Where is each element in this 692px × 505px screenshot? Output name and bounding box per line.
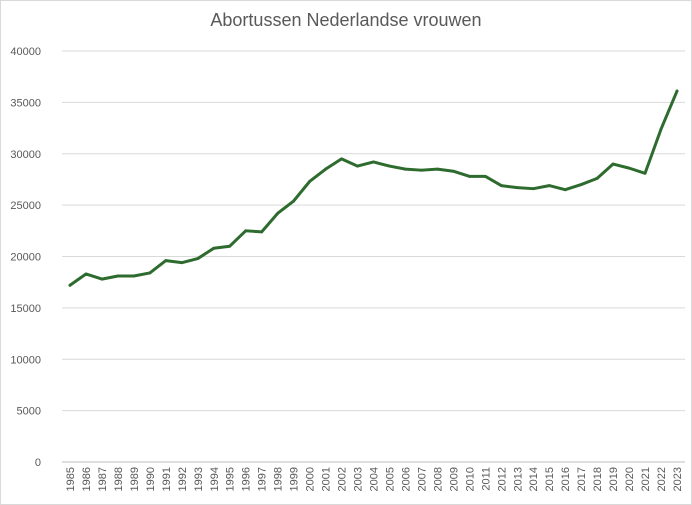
x-axis-ticks: 1985 1986 1987 1988 1989 1990 1991 1992 1993 1994… <box>65 467 684 491</box>
x-tick-label: 2021 <box>640 467 652 491</box>
x-tick-label: 2018 <box>592 467 604 491</box>
x-tick-label: 1992 <box>177 467 189 491</box>
x-tick-label: 1985 <box>65 467 77 491</box>
data-point <box>675 89 679 93</box>
data-point <box>627 166 631 170</box>
x-tick-label: 1998 <box>273 467 285 491</box>
data-point <box>324 167 327 171</box>
gridlines <box>62 50 685 463</box>
data-point <box>499 184 503 188</box>
data-point <box>372 160 375 164</box>
x-tick-label: 2014 <box>528 467 540 491</box>
data-point <box>180 261 184 265</box>
data-point <box>212 246 216 250</box>
x-tick-label: 2005 <box>384 467 396 491</box>
y-tick-label: 0 <box>35 457 41 469</box>
x-tick-label: 2017 <box>576 467 588 491</box>
data-point <box>531 187 535 191</box>
x-tick-label: 2000 <box>305 467 317 491</box>
data-point <box>308 180 312 183</box>
x-tick-label: 2016 <box>560 467 572 491</box>
data-point <box>595 177 599 180</box>
x-tick-label: 2001 <box>321 467 333 491</box>
data-point <box>579 183 583 186</box>
data-point <box>515 186 519 190</box>
x-tick-label: 2008 <box>432 467 444 491</box>
x-tick-label: 2006 <box>400 467 412 491</box>
x-tick-label: 1987 <box>97 467 109 491</box>
x-tick-label: 1999 <box>289 467 301 491</box>
x-tick-label: 1986 <box>81 467 93 491</box>
x-tick-label: 2013 <box>512 467 524 491</box>
chart-title: Abortussen Nederlandse vrouwen <box>210 10 482 30</box>
x-tick-label: 1995 <box>225 467 237 491</box>
y-tick-label: 5000 <box>17 406 41 418</box>
x-tick-label: 2009 <box>448 467 460 491</box>
data-point <box>611 162 615 166</box>
x-tick-label: 2003 <box>353 467 365 491</box>
x-tick-label: 1989 <box>129 467 141 491</box>
data-point <box>164 259 168 263</box>
x-tick-label: 2002 <box>337 467 349 491</box>
series <box>68 89 679 287</box>
x-tick-label: 2011 <box>480 467 492 491</box>
x-tick-label: 2012 <box>496 467 508 491</box>
y-tick-label: 25000 <box>10 200 41 212</box>
data-point <box>420 168 423 172</box>
data-point <box>292 199 296 203</box>
data-point <box>260 230 264 234</box>
data-point <box>483 174 487 178</box>
data-point <box>228 244 232 248</box>
data-point <box>196 257 200 260</box>
x-tick-label: 1988 <box>113 467 125 491</box>
x-tick-label: 1994 <box>209 467 221 491</box>
data-point <box>643 171 647 175</box>
data-point <box>148 271 152 275</box>
y-tick-label: 30000 <box>10 149 41 161</box>
y-tick-label: 15000 <box>10 303 41 315</box>
x-tick-label: 2019 <box>608 467 620 491</box>
data-point <box>563 188 567 192</box>
data-point <box>451 169 455 173</box>
data-point <box>404 167 407 171</box>
x-tick-label: 2010 <box>464 467 476 491</box>
data-point <box>244 229 248 233</box>
x-tick-label: 2004 <box>369 467 381 491</box>
data-point <box>356 164 359 168</box>
x-tick-label: 2023 <box>672 467 684 491</box>
data-point <box>388 164 391 168</box>
data-point <box>84 272 88 276</box>
x-tick-label: 1996 <box>241 467 253 491</box>
x-tick-label: 2022 <box>656 467 668 491</box>
data-point <box>659 127 663 131</box>
data-point <box>276 211 280 215</box>
data-point <box>132 274 136 278</box>
data-point <box>547 184 551 188</box>
x-tick-label: 2020 <box>624 467 636 491</box>
x-tick-label: 1993 <box>193 467 205 491</box>
data-point <box>68 283 72 287</box>
data-point <box>467 174 471 178</box>
data-point <box>100 277 104 281</box>
x-tick-label: 2015 <box>544 467 556 491</box>
x-tick-label: 1990 <box>145 467 157 491</box>
y-tick-label: 35000 <box>10 97 41 109</box>
y-tick-label: 40000 <box>10 46 41 58</box>
data-point <box>435 167 439 171</box>
y-tick-label: 10000 <box>10 354 41 366</box>
data-point <box>116 274 120 278</box>
y-axis-ticks: 0 5000 10000 15000 20000 25000 30000 35000 40000 <box>10 46 41 469</box>
x-tick-label: 2007 <box>416 467 428 491</box>
x-tick-label: 1997 <box>257 467 269 491</box>
x-tick-label: 1991 <box>161 467 173 491</box>
data-point <box>340 157 343 161</box>
y-tick-label: 20000 <box>10 252 41 264</box>
